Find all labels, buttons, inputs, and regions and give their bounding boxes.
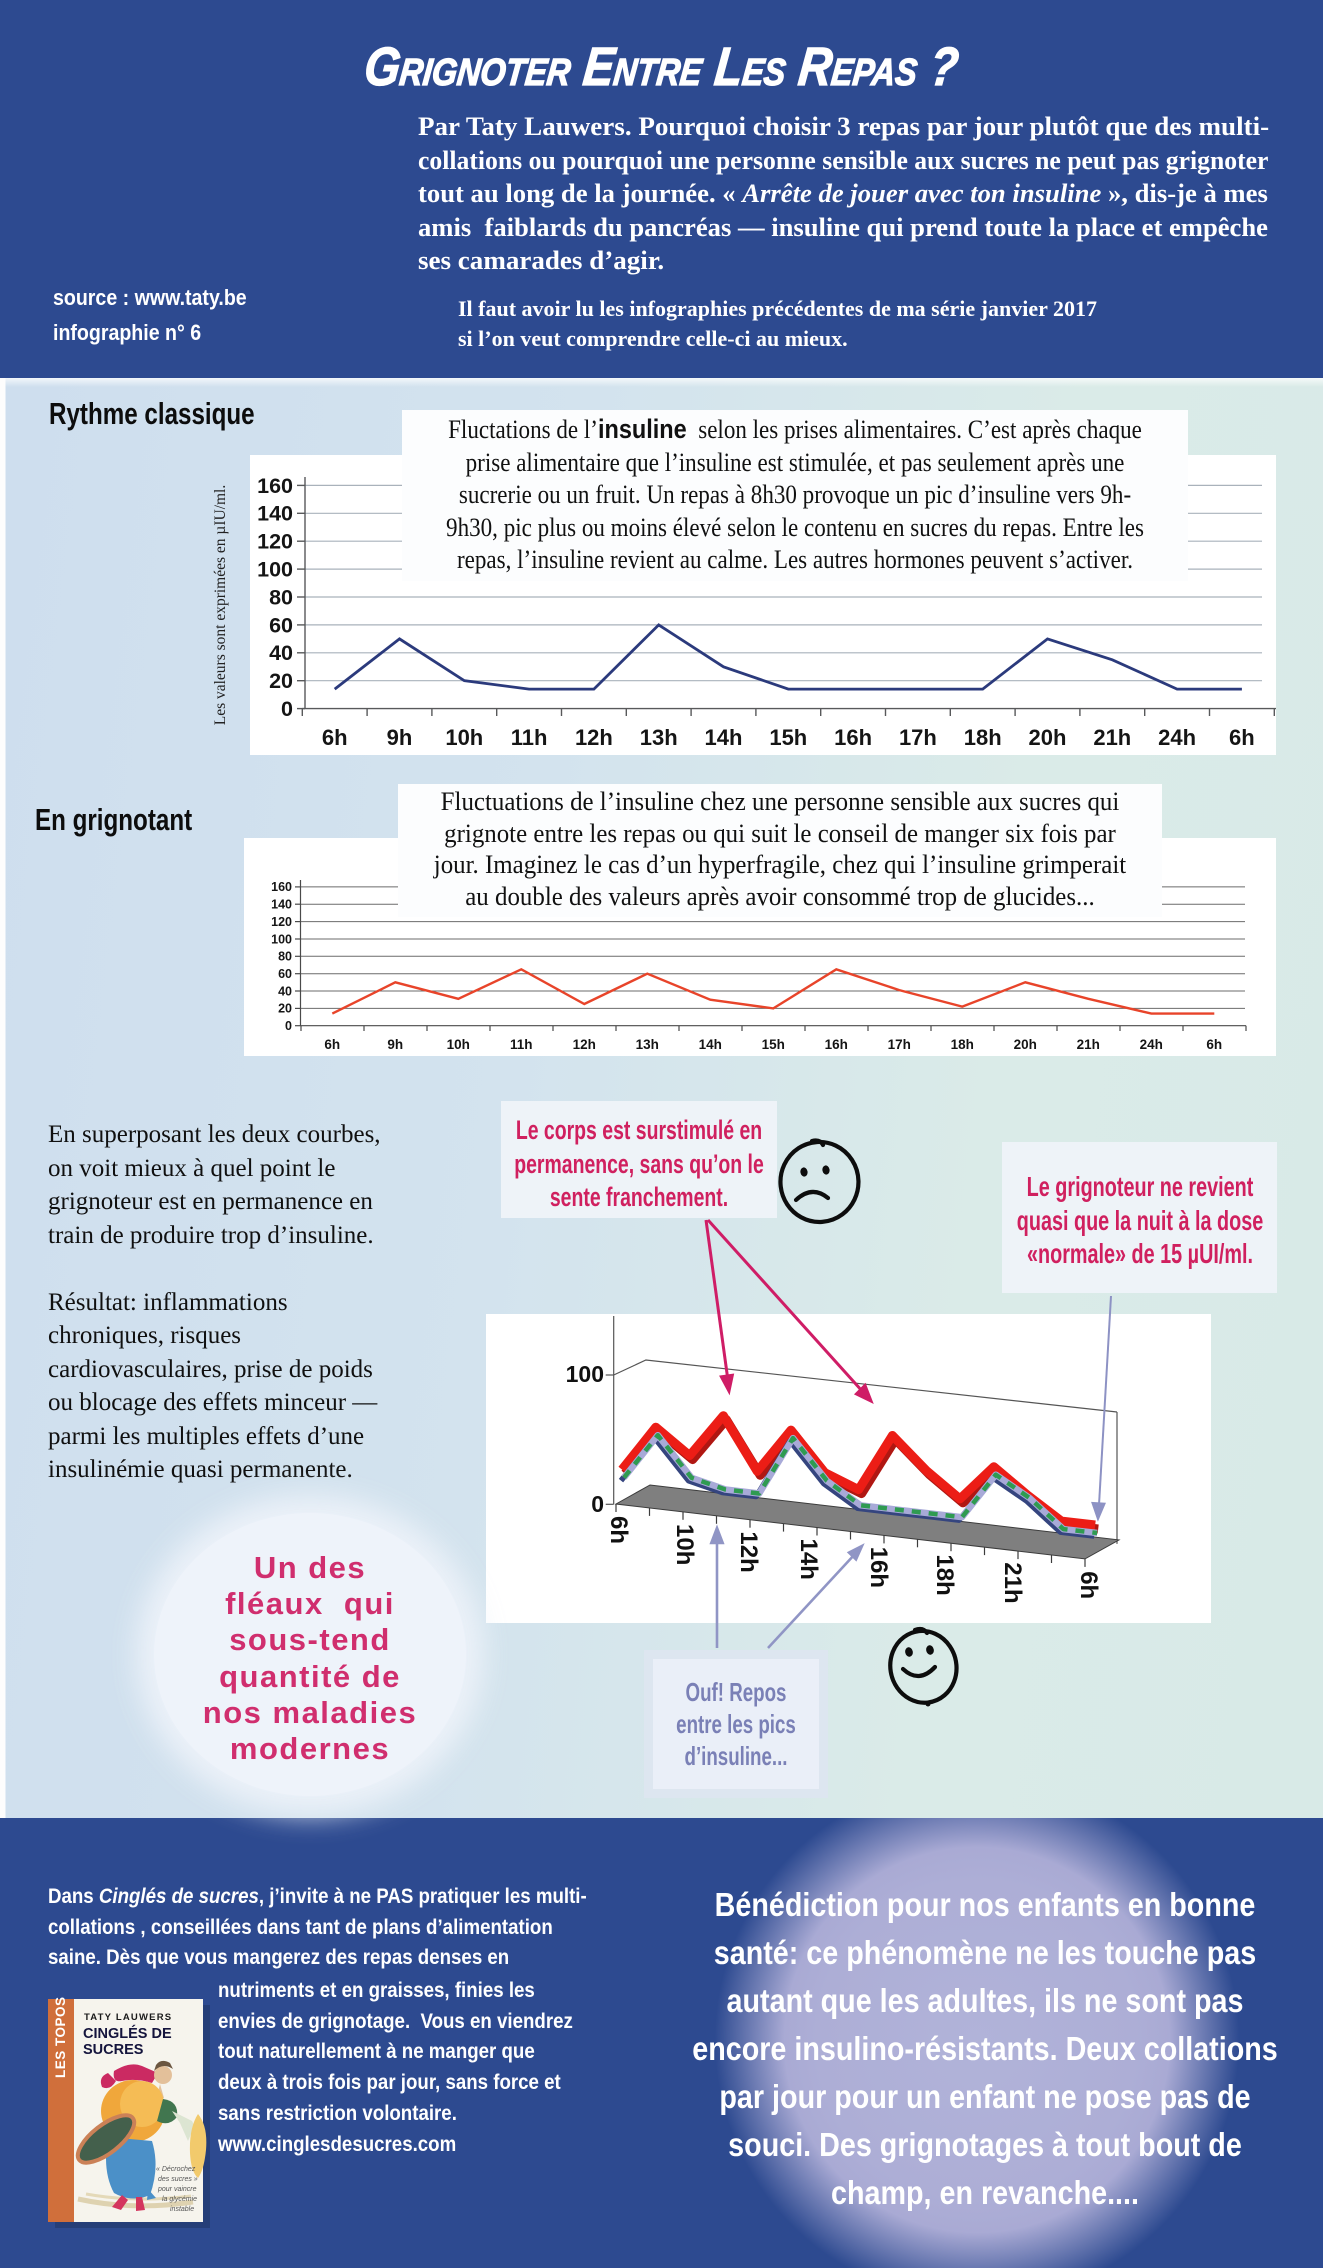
svg-text:21h: 21h: [1093, 725, 1131, 750]
svg-text:la glycémie: la glycémie: [162, 2196, 197, 2203]
svg-text:100: 100: [566, 1361, 604, 1387]
svg-text:80: 80: [269, 585, 293, 609]
svg-text:20: 20: [269, 669, 293, 693]
svg-text:6h: 6h: [605, 1516, 632, 1544]
svg-text:11h: 11h: [510, 1037, 533, 1052]
svg-text:18h: 18h: [964, 725, 1002, 750]
svg-text:10h: 10h: [671, 1524, 698, 1565]
svg-text:14h: 14h: [699, 1037, 722, 1052]
svg-text:6h: 6h: [1075, 1571, 1102, 1599]
svg-text:des sucres »: des sucres »: [158, 2176, 198, 2183]
svg-text:9h: 9h: [387, 725, 413, 750]
svg-text:16h: 16h: [825, 1037, 848, 1052]
svg-text:6h: 6h: [1229, 725, 1255, 750]
svg-text:24h: 24h: [1140, 1037, 1163, 1052]
svg-text:0: 0: [281, 697, 293, 721]
svg-text:120: 120: [271, 915, 292, 929]
svg-text:LES TOPOS: LES TOPOS: [53, 1996, 68, 2078]
svg-text:14h: 14h: [795, 1539, 822, 1580]
svg-text:21h: 21h: [999, 1562, 1026, 1603]
svg-text:CINGLÉS DE: CINGLÉS DE: [83, 2025, 172, 2042]
svg-text:instable: instable: [170, 2206, 194, 2213]
svg-text:60: 60: [278, 967, 292, 981]
svg-text:17h: 17h: [899, 725, 937, 750]
svg-text:40: 40: [278, 984, 292, 998]
svg-text:21h: 21h: [1077, 1037, 1100, 1052]
svg-text:20: 20: [278, 1002, 292, 1016]
svg-text:9h: 9h: [387, 1037, 403, 1052]
svg-text:11h: 11h: [511, 725, 548, 750]
svg-text:TATY LAUWERS: TATY LAUWERS: [84, 2012, 172, 2023]
svg-text:18h: 18h: [931, 1554, 958, 1595]
svg-text:100: 100: [257, 558, 293, 582]
svg-text:10h: 10h: [447, 1037, 470, 1052]
svg-text:6h: 6h: [324, 1037, 340, 1052]
svg-text:6h: 6h: [322, 725, 348, 750]
svg-text:18h: 18h: [951, 1037, 974, 1052]
svg-text:17h: 17h: [888, 1037, 911, 1052]
svg-text:100: 100: [271, 932, 292, 946]
svg-text:12h: 12h: [735, 1531, 762, 1572]
svg-text:12h: 12h: [575, 725, 613, 750]
svg-text:160: 160: [257, 474, 293, 498]
svg-text:15h: 15h: [769, 725, 807, 750]
svg-text:40: 40: [269, 641, 293, 665]
svg-text:0: 0: [285, 1019, 292, 1033]
svg-text:60: 60: [269, 613, 293, 637]
svg-text:15h: 15h: [762, 1037, 785, 1052]
svg-text:SUCRES: SUCRES: [83, 2042, 144, 2058]
svg-text:24h: 24h: [1158, 725, 1196, 750]
svg-text:20h: 20h: [1014, 1037, 1037, 1052]
svg-text:13h: 13h: [636, 1037, 659, 1052]
svg-text:6h: 6h: [1206, 1037, 1222, 1052]
svg-text:10h: 10h: [445, 725, 483, 750]
svg-text:0: 0: [591, 1491, 604, 1517]
svg-text:13h: 13h: [640, 725, 678, 750]
svg-text:16h: 16h: [834, 725, 872, 750]
svg-text:140: 140: [257, 502, 293, 526]
svg-text:140: 140: [271, 898, 292, 912]
svg-text:20h: 20h: [1029, 725, 1067, 750]
svg-text:160: 160: [271, 880, 292, 894]
svg-text:16h: 16h: [865, 1547, 892, 1588]
svg-text:120: 120: [257, 530, 293, 554]
svg-text:pour vaincre: pour vaincre: [157, 2186, 197, 2193]
svg-text:12h: 12h: [573, 1037, 596, 1052]
svg-text:« Décrochez: « Décrochez: [156, 2166, 196, 2173]
svg-text:80: 80: [278, 950, 292, 964]
svg-text:14h: 14h: [705, 725, 743, 750]
